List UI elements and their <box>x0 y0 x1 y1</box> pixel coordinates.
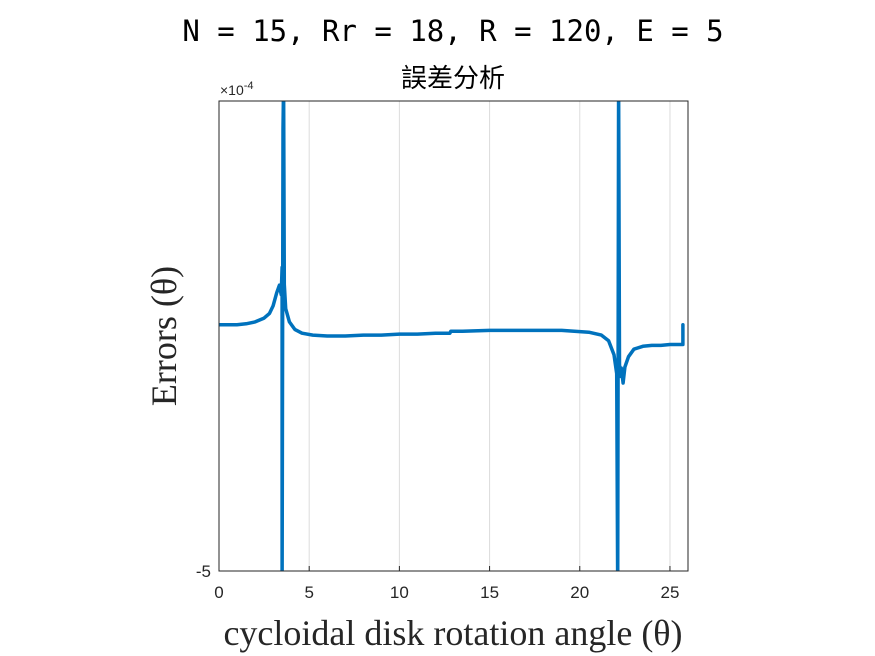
grid-lines <box>308 101 671 571</box>
y-exponent-label: ×10-4 <box>220 80 254 98</box>
y-tick-label: -5 <box>196 562 211 581</box>
y-axis-label: Errors (θ) <box>144 266 184 406</box>
data-series <box>219 101 685 571</box>
axis-ticks: 0 5 10 15 20 25 -5 <box>196 562 680 602</box>
plot-background <box>219 101 688 571</box>
plot-area: 0 5 10 15 20 25 -5 <box>196 100 689 602</box>
x-tick-label: 10 <box>390 583 409 602</box>
error-series-line <box>219 101 685 571</box>
x-tick-label: 25 <box>661 583 680 602</box>
x-tick-label: 5 <box>304 583 313 602</box>
x-tick-label: 20 <box>570 583 589 602</box>
chart-title: N = 15, Rr = 18, R = 120, E = 5 <box>182 14 723 48</box>
plot-frame <box>218 100 689 572</box>
x-tick-label: 15 <box>480 583 499 602</box>
chart-subtitle: 誤差分析 <box>401 64 505 94</box>
x-axis-label: cycloidal disk rotation angle (θ) <box>223 613 682 653</box>
x-tick-label: 0 <box>214 583 223 602</box>
